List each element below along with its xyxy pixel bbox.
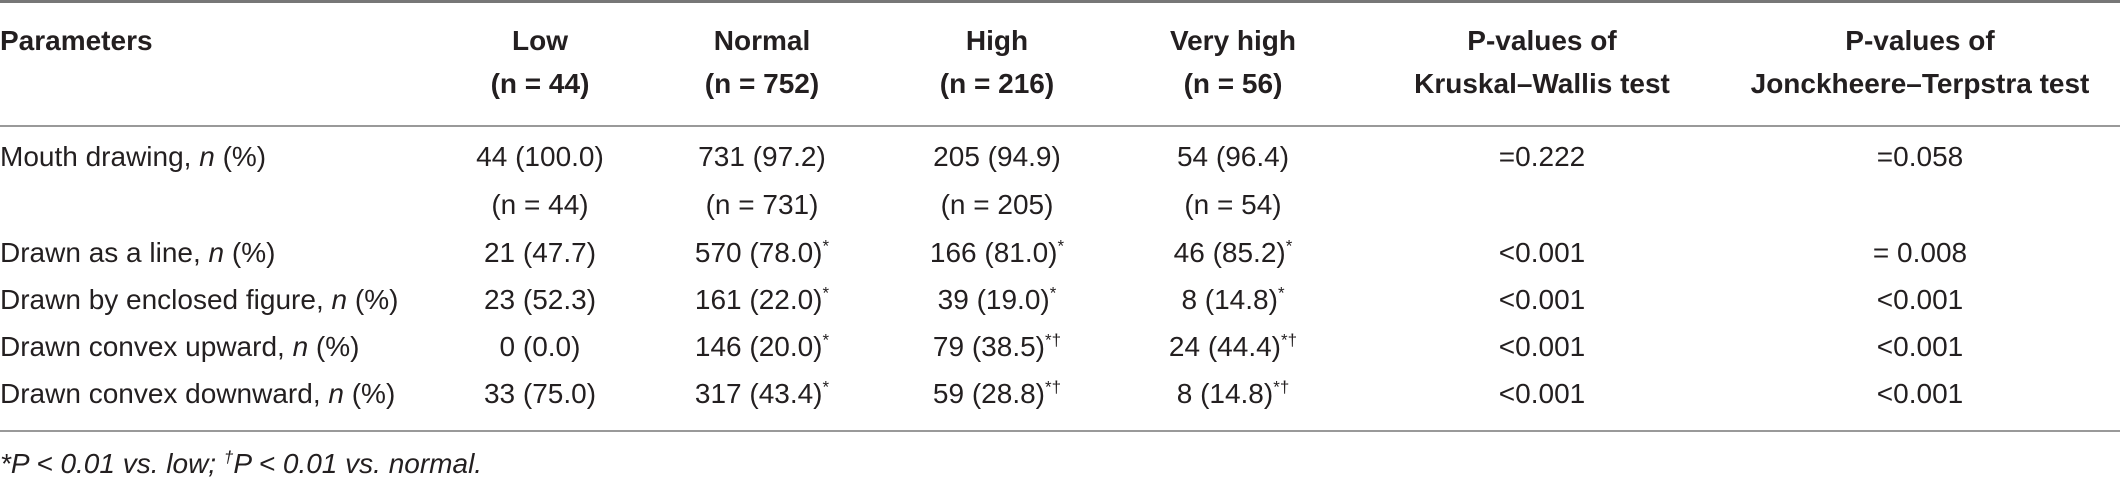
table-footnote: *P < 0.01 vs. low; †P < 0.01 vs. normal. <box>0 447 483 479</box>
header-kw-line1: P-values of <box>1467 25 1617 56</box>
cell-jt: <0.001 <box>1876 331 1964 362</box>
cell-high: 205 (94.9) <box>933 141 1061 172</box>
cell-very-high: 8 (14.8)*† <box>1176 377 1290 409</box>
header-jt-line1: P-values of <box>1845 25 1995 56</box>
header-low-n: (n = 44) <box>490 68 590 99</box>
header-high: High <box>965 25 1029 56</box>
header-rule <box>0 125 2120 127</box>
cell-kw: <0.001 <box>1498 378 1586 409</box>
cell-very-high: 8 (14.8)* <box>1181 283 1285 315</box>
cell-kw: <0.001 <box>1498 331 1586 362</box>
header-normal: Normal <box>713 25 811 56</box>
cell-high: 39 (19.0)* <box>937 283 1057 315</box>
header-jt-line2: Jonckheere–Terpstra test <box>1750 68 2090 99</box>
header-very-high-n: (n = 56) <box>1183 68 1283 99</box>
bottom-rule <box>0 430 2120 432</box>
cell-normal: 317 (43.4)* <box>694 377 830 409</box>
header-low: Low <box>512 25 568 56</box>
cell-jt: <0.001 <box>1876 284 1964 315</box>
cell-low: 33 (75.0) <box>483 378 597 409</box>
cell-kw: <0.001 <box>1498 284 1586 315</box>
cell-normal: 570 (78.0)* <box>694 236 830 268</box>
cell-jt: =0.058 <box>1876 141 1964 172</box>
cell-very-high: 54 (96.4) <box>1176 141 1290 172</box>
cell-low: 0 (0.0) <box>499 331 581 362</box>
cell-kw: <0.001 <box>1498 237 1586 268</box>
cell-low: 23 (52.3) <box>483 284 597 315</box>
cell-normal-n: (n = 731) <box>705 189 819 220</box>
row-label: Mouth drawing, n (%) <box>0 141 267 172</box>
cell-normal: 161 (22.0)* <box>694 283 830 315</box>
cell-high: 166 (81.0)* <box>929 236 1065 268</box>
cell-low: 44 (100.0) <box>476 141 604 172</box>
row-label: Drawn convex downward, n (%) <box>0 378 396 409</box>
cell-normal: 731 (97.2) <box>698 141 826 172</box>
cell-high: 79 (38.5)*† <box>932 330 1062 362</box>
cell-low: 21 (47.7) <box>483 237 597 268</box>
cell-normal: 146 (20.0)* <box>694 330 830 362</box>
cell-jt: = 0.008 <box>1872 237 1968 268</box>
header-parameters: Parameters <box>0 25 153 56</box>
header-kw-line2: Kruskal–Wallis test <box>1414 68 1670 99</box>
top-rule <box>0 0 2120 3</box>
cell-kw: =0.222 <box>1498 141 1586 172</box>
header-normal-n: (n = 752) <box>704 68 820 99</box>
header-very-high: Very high <box>1169 25 1297 56</box>
cell-low-n: (n = 44) <box>491 189 589 220</box>
cell-very-high: 24 (44.4)*† <box>1168 330 1298 362</box>
row-label: Drawn convex upward, n (%) <box>0 331 360 362</box>
row-label: Drawn as a line, n (%) <box>0 237 276 268</box>
cell-jt: <0.001 <box>1876 378 1964 409</box>
header-high-n: (n = 216) <box>939 68 1055 99</box>
cell-very-high: 46 (85.2)* <box>1173 236 1293 268</box>
row-label: Drawn by enclosed figure, n (%) <box>0 284 399 315</box>
cell-high-n: (n = 205) <box>940 189 1054 220</box>
cell-high: 59 (28.8)*† <box>932 377 1062 409</box>
cell-very-high-n: (n = 54) <box>1184 189 1282 220</box>
